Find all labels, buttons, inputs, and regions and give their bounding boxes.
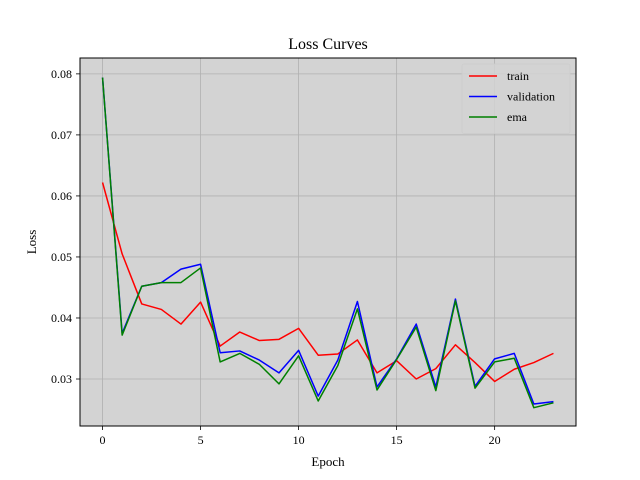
y-tick-label: 0.07 xyxy=(51,128,72,142)
series-line-validation xyxy=(101,77,554,405)
y-tick-label: 0.08 xyxy=(51,67,72,81)
legend-box xyxy=(461,63,571,134)
legend-label-validation: validation xyxy=(507,90,555,104)
y-tick-label: 0.03 xyxy=(51,372,72,386)
y-tick-label: 0.05 xyxy=(51,250,72,264)
x-axis-label: Epoch xyxy=(311,454,345,469)
y-tick-label: 0.06 xyxy=(51,189,72,203)
x-tick-label: 10 xyxy=(293,433,305,447)
series-line-train xyxy=(101,182,554,383)
series-lines xyxy=(101,77,554,409)
series-line-ema xyxy=(101,77,554,409)
x-tick-label: 15 xyxy=(391,433,403,447)
y-axis-label: Loss xyxy=(24,230,39,255)
legend-label-ema: ema xyxy=(507,110,528,124)
plot-frame xyxy=(79,57,577,427)
chart-title: Loss Curves xyxy=(288,36,368,53)
x-tick-label: 0 xyxy=(100,433,106,447)
legend: train validation ema xyxy=(461,63,571,134)
x-tick-label: 5 xyxy=(198,433,204,447)
legend-label-train: train xyxy=(507,69,529,83)
x-tick-label: 20 xyxy=(489,433,501,447)
y-tick-label: 0.04 xyxy=(51,311,72,325)
axis-ticks: 0 5 10 15 20 0.03 0.04 0.05 0.06 0.07 0.08 xyxy=(51,67,501,447)
